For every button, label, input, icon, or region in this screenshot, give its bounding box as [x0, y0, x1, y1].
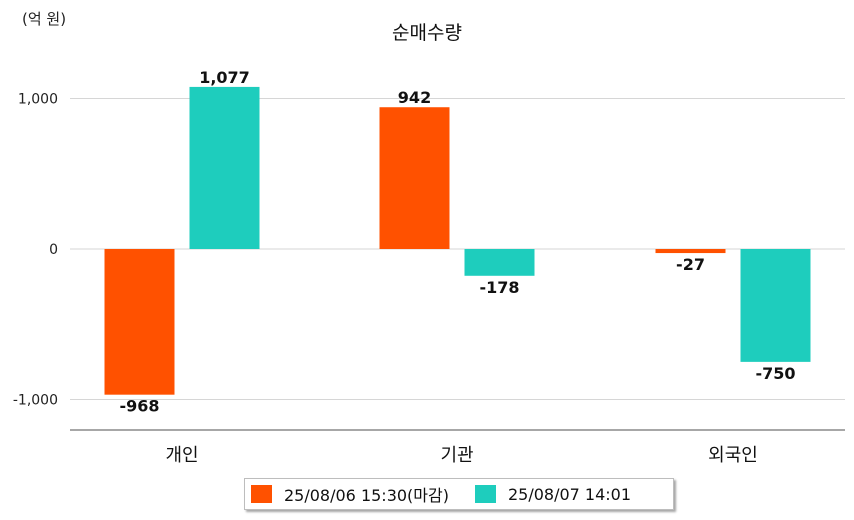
legend: 25/08/06 15:30(마감) 25/08/07 14:01: [244, 478, 674, 510]
bar: [104, 249, 175, 395]
legend-item-series-1[interactable]: 25/08/06 15:30(마감): [251, 482, 449, 506]
y-tick-label: 1,000: [18, 92, 58, 108]
bar: [464, 249, 535, 276]
legend-item-series-2[interactable]: 25/08/07 14:01: [474, 484, 632, 504]
y-tick-labels: 1,000 0 -1,000: [13, 92, 58, 409]
y-tick-label: -1,000: [13, 393, 58, 409]
data-label: -178: [479, 278, 519, 297]
data-label: -27: [676, 255, 705, 274]
data-labels: -968 942 -27 1,077 -178 -750: [119, 68, 795, 416]
legend-label-series-2: 25/08/07 14:01: [507, 484, 632, 504]
x-tick-label: 개인: [165, 445, 198, 466]
bar: [379, 107, 450, 249]
data-label: 1,077: [199, 68, 250, 87]
data-label: -968: [119, 397, 159, 416]
legend-label-series-1: 25/08/06 15:30(마감): [284, 486, 449, 505]
x-tick-label: 기관: [440, 445, 473, 466]
legend-swatch-series-2: [474, 485, 496, 503]
y-tick-label: 0: [49, 242, 58, 258]
chart-title: 순매수량: [392, 22, 462, 44]
legend-swatch-series-1: [251, 485, 272, 503]
unit-label: (억 원): [22, 10, 67, 28]
bar: [740, 249, 811, 362]
data-label: 942: [398, 88, 431, 107]
x-tick-labels: 개인 기관 외국인: [165, 445, 757, 466]
data-label: -750: [755, 364, 795, 383]
bar: [189, 86, 260, 249]
gridlines: [70, 98, 845, 400]
x-tick-label: 외국인: [708, 445, 758, 466]
bar: [655, 249, 726, 254]
bars: [104, 86, 811, 395]
